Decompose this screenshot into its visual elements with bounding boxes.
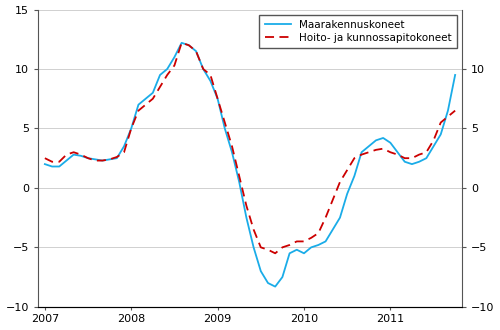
Legend: Maarakennuskoneet, Hoito- ja kunnossapitokoneet: Maarakennuskoneet, Hoito- ja kunnossapit…: [260, 15, 457, 48]
Hoito- ja kunnossapitokoneet: [272, 251, 278, 255]
Hoito- ja kunnossapitokoneet: [178, 41, 184, 45]
Hoito- ja kunnossapitokoneet: [402, 156, 407, 160]
Hoito- ja kunnossapitokoneet: [330, 198, 336, 202]
Maarakennuskoneet: [42, 162, 48, 166]
Line: Maarakennuskoneet: Maarakennuskoneet: [45, 43, 455, 286]
Maarakennuskoneet: [142, 97, 148, 101]
Hoito- ja kunnossapitokoneet: [438, 120, 444, 124]
Maarakennuskoneet: [178, 41, 184, 45]
Maarakennuskoneet: [272, 284, 278, 288]
Maarakennuskoneet: [136, 103, 141, 107]
Maarakennuskoneet: [452, 73, 458, 77]
Maarakennuskoneet: [330, 228, 336, 232]
Maarakennuskoneet: [402, 160, 407, 164]
Hoito- ja kunnossapitokoneet: [136, 109, 141, 113]
Maarakennuskoneet: [358, 150, 364, 154]
Hoito- ja kunnossapitokoneet: [142, 103, 148, 107]
Maarakennuskoneet: [438, 132, 444, 136]
Hoito- ja kunnossapitokoneet: [42, 156, 48, 160]
Hoito- ja kunnossapitokoneet: [452, 109, 458, 113]
Hoito- ja kunnossapitokoneet: [358, 153, 364, 157]
Line: Hoito- ja kunnossapitokoneet: Hoito- ja kunnossapitokoneet: [45, 43, 455, 253]
